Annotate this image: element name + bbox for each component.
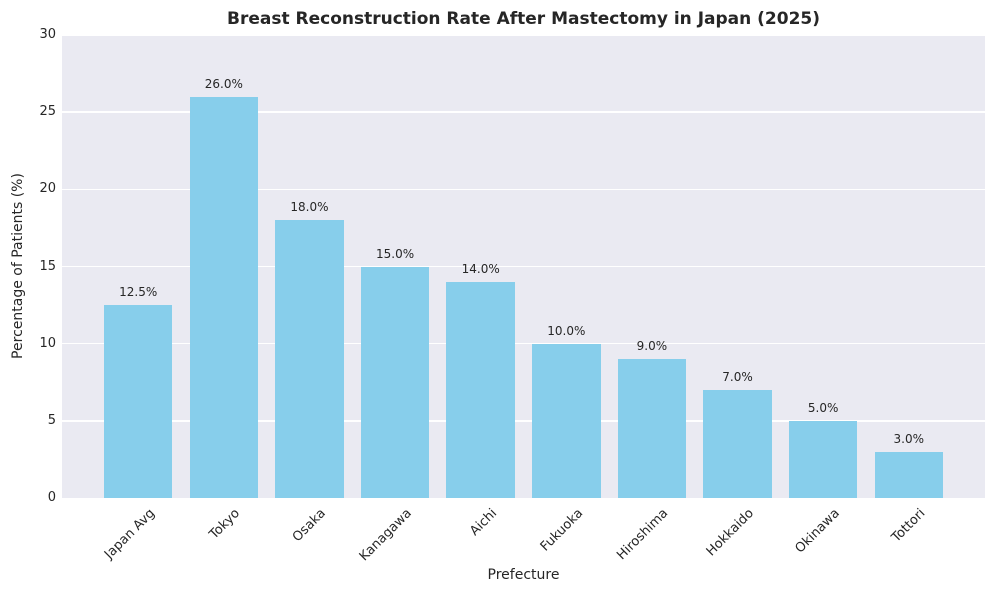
bar-kanagawa	[360, 266, 430, 498]
gridline	[62, 188, 985, 191]
bar-okinawa	[788, 420, 858, 498]
y-tick-label: 5	[47, 412, 56, 428]
x-tick-label: Japan Avg	[101, 506, 158, 563]
chart-title: Breast Reconstruction Rate After Mastect…	[226, 9, 821, 29]
bar-japan-avg	[103, 305, 173, 498]
y-tick-label: 10	[39, 335, 56, 351]
bar-hiroshima	[617, 359, 687, 498]
plot-area	[62, 35, 985, 498]
gridline	[62, 35, 985, 36]
gridline	[62, 420, 985, 422]
bar-value-label: 14.0%	[461, 261, 500, 276]
x-axis-label: Prefecture	[487, 567, 560, 583]
bar-osaka	[275, 220, 344, 498]
x-tick-label: Hiroshima	[614, 506, 672, 564]
bar-value-label: 5.0%	[807, 400, 839, 415]
gridline	[62, 111, 985, 113]
bar-value-label: 10.0%	[547, 323, 586, 338]
bar-value-label: 12.5%	[119, 285, 158, 300]
bar-tokyo	[189, 96, 259, 498]
bar-value-label: 15.0%	[376, 246, 415, 261]
y-tick-label: 30	[39, 27, 56, 42]
bar-value-label: 18.0%	[290, 200, 329, 215]
x-tick-label: Hokkaido	[703, 506, 758, 560]
x-tick-label: Aichi	[467, 506, 501, 539]
bar-aichi	[446, 281, 515, 498]
y-tick-label: 0	[47, 490, 56, 505]
x-tick-label: Tottori	[888, 506, 929, 546]
bar-fukuoka	[532, 343, 601, 498]
y-tick-label: 15	[39, 258, 56, 274]
x-tick-label: Tokyo	[207, 506, 244, 543]
bar-hokkaido	[703, 389, 772, 498]
bar-tottori	[874, 451, 944, 498]
y-tick-label: 20	[39, 181, 56, 197]
x-tick-label: Fukuoka	[537, 506, 586, 555]
bar-value-label: 7.0%	[722, 369, 753, 384]
x-tick-label: Okinawa	[792, 506, 843, 557]
y-tick-label: 25	[39, 104, 56, 120]
x-tick-label: Kanagawa	[356, 506, 415, 565]
x-tick-label: Osaka	[289, 506, 330, 546]
bar-value-label: 26.0%	[204, 76, 243, 91]
gridline	[62, 342, 985, 345]
bar-value-label: 9.0%	[636, 339, 668, 354]
bar-value-label: 3.0%	[893, 431, 925, 446]
gridline	[62, 265, 985, 268]
